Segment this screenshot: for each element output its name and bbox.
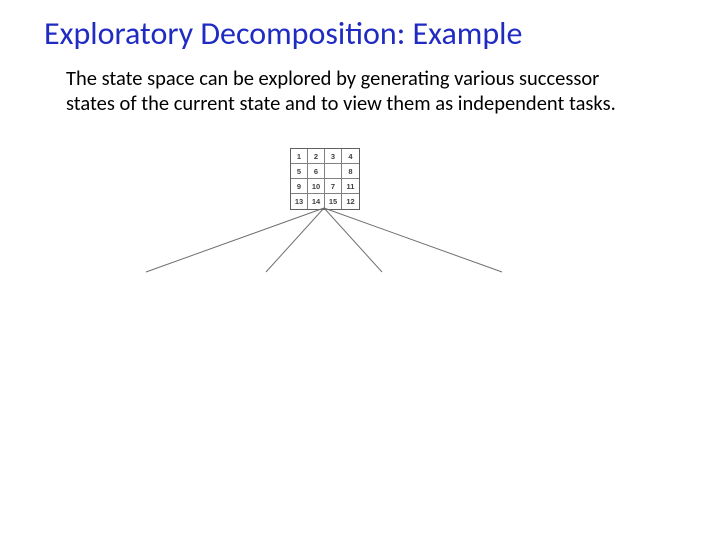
- branch-lines: [0, 0, 720, 540]
- slide: Exploratory Decomposition: Example The s…: [0, 0, 720, 540]
